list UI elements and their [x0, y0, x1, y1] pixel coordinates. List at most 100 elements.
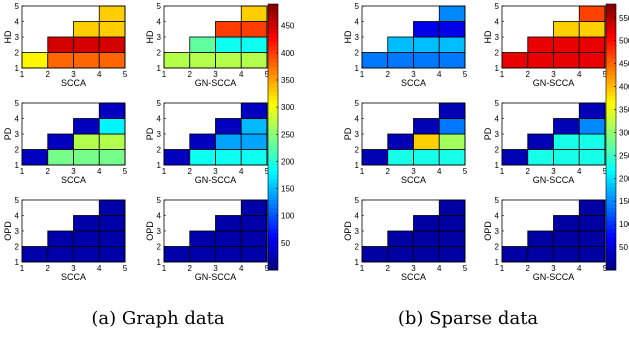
- y-tick-label: 1: [355, 64, 360, 73]
- colorbar-segment: [606, 4, 616, 9]
- y-axis-label: HD: [145, 30, 155, 43]
- heatmap-cell: [240, 230, 268, 247]
- y-tick-label: 5: [157, 2, 162, 11]
- heatmap-cell: [98, 215, 126, 232]
- heatmap-cell: [215, 246, 242, 263]
- y-tick-label: 1: [15, 161, 20, 170]
- colorbar-segment: [268, 12, 278, 17]
- y-tick-label: 2: [157, 49, 162, 58]
- heatmap-cell: [189, 36, 216, 53]
- colorbar-frame: [605, 3, 617, 271]
- heatmap-cell: [578, 246, 606, 263]
- y-tick-label: 3: [355, 33, 360, 42]
- colorbar-segment: [268, 170, 278, 175]
- y-tick-label: 2: [355, 243, 360, 252]
- y-tick-label: 1: [157, 258, 162, 267]
- heatmap-panel: 1 2 3 4 5 1 2 3 4 5 SCCA OPD: [3, 196, 128, 282]
- x-tick-label: 4: [437, 167, 442, 176]
- x-tick-label: 5: [603, 167, 608, 176]
- heatmap-cell: [215, 149, 242, 166]
- x-tick-label: 3: [551, 167, 556, 176]
- heatmap-cell: [215, 36, 242, 53]
- heatmap-cell: [73, 118, 100, 135]
- colorbar-segment: [268, 132, 278, 138]
- heatmap-panel: 1 2 3 4 5 1 2 3 4 5 GN-SCCA PD: [483, 99, 608, 185]
- x-tick-label: 2: [526, 70, 531, 79]
- colorbar-segment: [268, 215, 278, 221]
- colorbar-segment: [268, 120, 278, 126]
- heatmap-cell: [189, 133, 216, 150]
- colorbar-segment: [268, 45, 278, 51]
- y-tick-label: 1: [495, 258, 500, 267]
- colorbar-segment: [268, 261, 278, 267]
- x-tick-label: 2: [46, 264, 51, 273]
- heatmap-cell: [527, 149, 554, 166]
- x-tick-label: 4: [239, 167, 244, 176]
- y-tick-label: 4: [157, 212, 162, 221]
- heatmap-cell: [73, 52, 100, 69]
- heatmap-cell: [215, 21, 242, 38]
- colorbar-segment: [268, 232, 278, 238]
- x-tick-label: 1: [360, 70, 365, 79]
- heatmap-cell: [578, 36, 606, 53]
- heatmap-cell: [578, 199, 606, 216]
- y-tick-label: 5: [495, 196, 500, 205]
- heatmap-cell: [98, 36, 126, 53]
- colorbar-segment: [268, 161, 278, 167]
- colorbar-tick-label: 300: [619, 128, 629, 137]
- heatmap-cell: [361, 149, 389, 166]
- heatmap-cell: [98, 5, 126, 22]
- x-tick-label: 3: [551, 70, 556, 79]
- colorbar-segment: [606, 199, 616, 204]
- y-tick-label: 1: [15, 64, 20, 73]
- heatmap-cell: [413, 149, 440, 166]
- colorbar-segment: [268, 41, 278, 47]
- colorbar-segment: [268, 149, 278, 155]
- y-tick-label: 4: [157, 115, 162, 124]
- colorbar-segment: [268, 99, 278, 105]
- heatmap-panel: 1 2 3 4 5 1 2 3 4 5 GN-SCCA PD: [145, 99, 270, 185]
- y-axis-label: HD: [483, 30, 493, 43]
- colorbar-segment: [606, 107, 616, 113]
- x-axis-label: SCCA: [61, 78, 86, 88]
- colorbar-segment: [268, 53, 278, 59]
- colorbar-segment: [268, 195, 278, 200]
- y-tick-label: 1: [355, 258, 360, 267]
- heatmap-cell: [215, 118, 242, 135]
- y-tick-label: 3: [355, 227, 360, 236]
- x-tick-label: 5: [123, 264, 128, 273]
- colorbar-segment: [268, 124, 278, 130]
- colorbar-segment: [268, 74, 278, 80]
- colorbar-segment: [606, 124, 616, 130]
- heatmap-panel: 1 2 3 4 5 1 2 3 4 5 SCCA PD: [3, 99, 128, 185]
- heatmap-cell: [553, 215, 580, 232]
- y-tick-label: 3: [15, 33, 20, 42]
- heatmap-cell: [21, 149, 49, 166]
- heatmap-cell: [98, 133, 126, 150]
- colorbar-segment: [606, 41, 616, 47]
- colorbar-tick-label: 250: [281, 130, 295, 139]
- y-tick-label: 2: [495, 146, 500, 155]
- caption-graph-data: (a) Graph data: [91, 308, 225, 329]
- heatmap-panel: 1 2 3 4 5 1 2 3 4 5 GN-SCCA HD: [145, 2, 270, 88]
- heatmap-cell: [73, 246, 100, 263]
- heatmap-cell: [438, 52, 466, 69]
- colorbar-segment: [268, 87, 278, 92]
- colorbar-segment: [268, 240, 278, 246]
- y-axis-label: OPD: [3, 221, 13, 241]
- colorbar-segment: [268, 220, 278, 225]
- y-axis-label: OPD: [483, 221, 493, 241]
- colorbar-segment: [268, 91, 278, 96]
- heatmap-cell: [98, 52, 126, 69]
- colorbar-segment: [606, 149, 616, 155]
- x-tick-label: 5: [265, 70, 270, 79]
- colorbar-segment: [268, 157, 278, 163]
- colorbar-segment: [606, 232, 616, 238]
- heatmap-cell: [98, 102, 126, 119]
- colorbar-segment: [268, 224, 278, 229]
- colorbar-segment: [606, 186, 616, 192]
- heatmap-cell: [527, 133, 554, 150]
- colorbar-segment: [268, 186, 278, 192]
- heatmap-cell: [240, 215, 268, 232]
- heatmap-cell: [413, 21, 440, 38]
